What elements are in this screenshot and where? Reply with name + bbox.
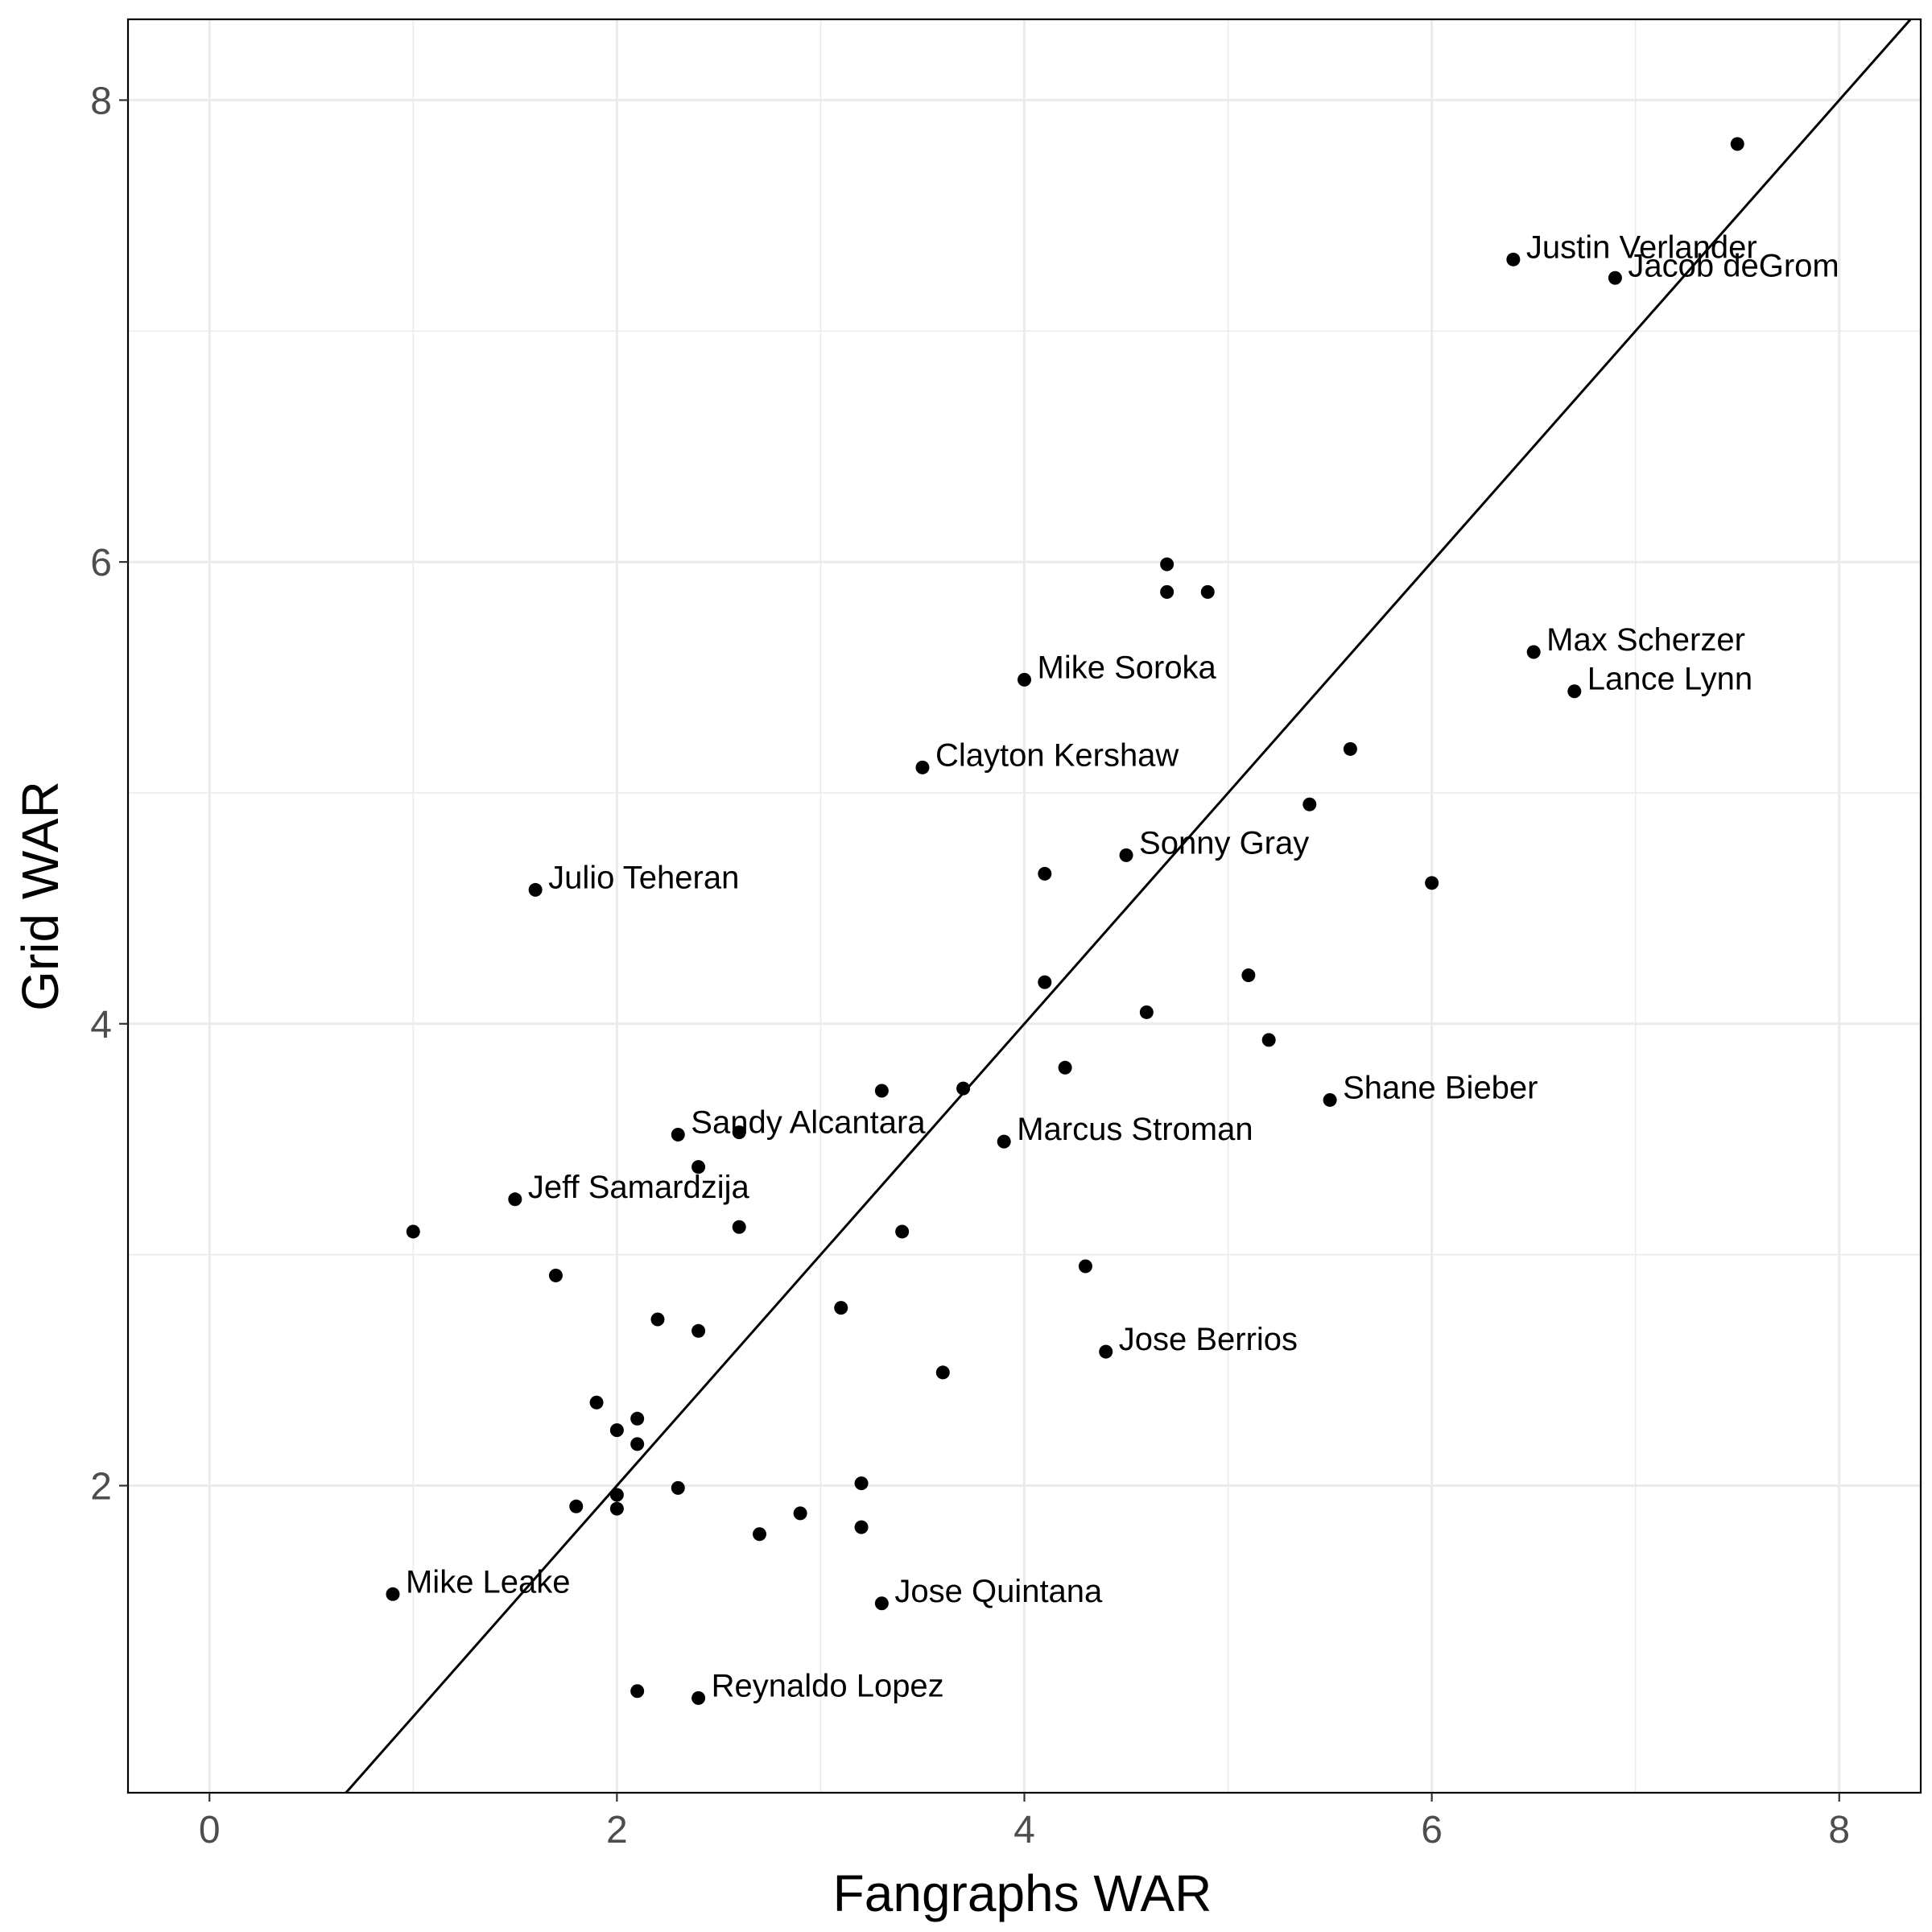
data-point — [691, 1160, 706, 1174]
data-point — [1506, 252, 1521, 266]
data-point — [1323, 1092, 1337, 1107]
point-label: Reynaldo Lopez — [712, 1668, 944, 1703]
x-tick-label: 2 — [606, 1809, 628, 1852]
x-tick-label: 4 — [1013, 1809, 1035, 1852]
data-point — [854, 1476, 869, 1491]
y-tick-label: 8 — [90, 80, 112, 122]
data-point — [1038, 975, 1052, 989]
data-point — [630, 1684, 645, 1699]
point-label: Jeff Samardzija — [528, 1170, 750, 1205]
data-point — [834, 1301, 848, 1315]
data-point — [1139, 1005, 1154, 1019]
data-point — [753, 1527, 767, 1542]
data-point — [793, 1506, 807, 1521]
point-label: Jose Berrios — [1119, 1322, 1298, 1357]
point-label: Clayton Kershaw — [935, 737, 1179, 773]
data-point — [691, 1323, 706, 1338]
data-point — [569, 1499, 584, 1513]
data-point — [609, 1501, 624, 1516]
data-point — [508, 1192, 522, 1207]
point-label: Mike Soroka — [1038, 650, 1217, 685]
point-label: Sonny Gray — [1139, 825, 1309, 861]
data-point — [671, 1480, 685, 1495]
data-point — [671, 1127, 685, 1141]
data-point — [732, 1220, 746, 1234]
data-point — [874, 1084, 889, 1098]
data-point — [650, 1312, 665, 1327]
point-label: Julio Teheran — [548, 860, 739, 895]
point-label: Lance Lynn — [1587, 662, 1752, 697]
data-point — [609, 1423, 624, 1438]
point-label: Jose Quintana — [894, 1574, 1103, 1609]
data-point — [528, 882, 543, 897]
data-point — [1261, 1033, 1276, 1047]
identity-line-layer — [345, 19, 1912, 1794]
x-tick-label: 0 — [199, 1809, 221, 1852]
data-point — [1018, 672, 1031, 687]
data-point — [589, 1395, 604, 1410]
data-point — [895, 1224, 910, 1239]
point-label: Jacob deGrom — [1628, 248, 1839, 283]
point-label: Marcus Stroman — [1017, 1112, 1253, 1147]
point-label: Mike Leake — [406, 1564, 571, 1600]
data-point — [1425, 876, 1439, 890]
point-label: Max Scherzer — [1546, 622, 1745, 658]
data-point — [1567, 684, 1582, 699]
data-point — [1241, 968, 1256, 983]
x-tick-label: 8 — [1828, 1809, 1850, 1852]
point-label: Shane Bieber — [1343, 1070, 1538, 1105]
y-tick-label: 4 — [90, 1004, 112, 1046]
data-point — [854, 1520, 869, 1534]
points-layer — [386, 137, 1744, 1705]
data-point — [874, 1596, 889, 1611]
data-point — [1160, 584, 1174, 599]
data-point — [1160, 557, 1174, 572]
data-point — [1730, 137, 1744, 151]
data-point — [548, 1268, 563, 1282]
y-axis-ticks: 2 4 6 8 — [90, 80, 128, 1508]
data-point — [1119, 848, 1133, 862]
x-axis-ticks: 0 2 4 6 8 — [199, 1793, 1850, 1852]
data-point — [609, 1488, 624, 1502]
major-gridlines — [128, 19, 1921, 1793]
y-axis-title: Grid WAR — [11, 781, 69, 1011]
x-axis-title: Fangraphs WAR — [833, 1864, 1212, 1922]
data-point — [1099, 1344, 1113, 1359]
data-point — [1038, 866, 1052, 881]
data-point — [406, 1224, 420, 1239]
data-point — [630, 1437, 645, 1451]
data-point — [956, 1081, 971, 1096]
x-tick-label: 6 — [1421, 1809, 1443, 1852]
data-point — [691, 1690, 706, 1705]
y-tick-label: 2 — [90, 1465, 112, 1508]
data-point — [997, 1134, 1011, 1149]
data-point — [630, 1411, 645, 1426]
point-label: Sandy Alcantara — [691, 1104, 926, 1140]
y-tick-label: 6 — [90, 542, 112, 584]
data-point — [1343, 741, 1357, 756]
data-point — [935, 1365, 950, 1380]
data-point — [732, 1125, 746, 1140]
point-label: Justin Verlander — [1526, 229, 1757, 265]
data-point — [1302, 797, 1317, 811]
data-point — [1058, 1060, 1072, 1075]
data-point — [1608, 270, 1622, 285]
data-point — [1078, 1259, 1092, 1274]
identity-reference-line — [345, 19, 1912, 1794]
data-point — [386, 1587, 400, 1601]
data-point — [1526, 645, 1541, 659]
data-point — [1200, 584, 1215, 599]
data-point — [915, 760, 930, 774]
